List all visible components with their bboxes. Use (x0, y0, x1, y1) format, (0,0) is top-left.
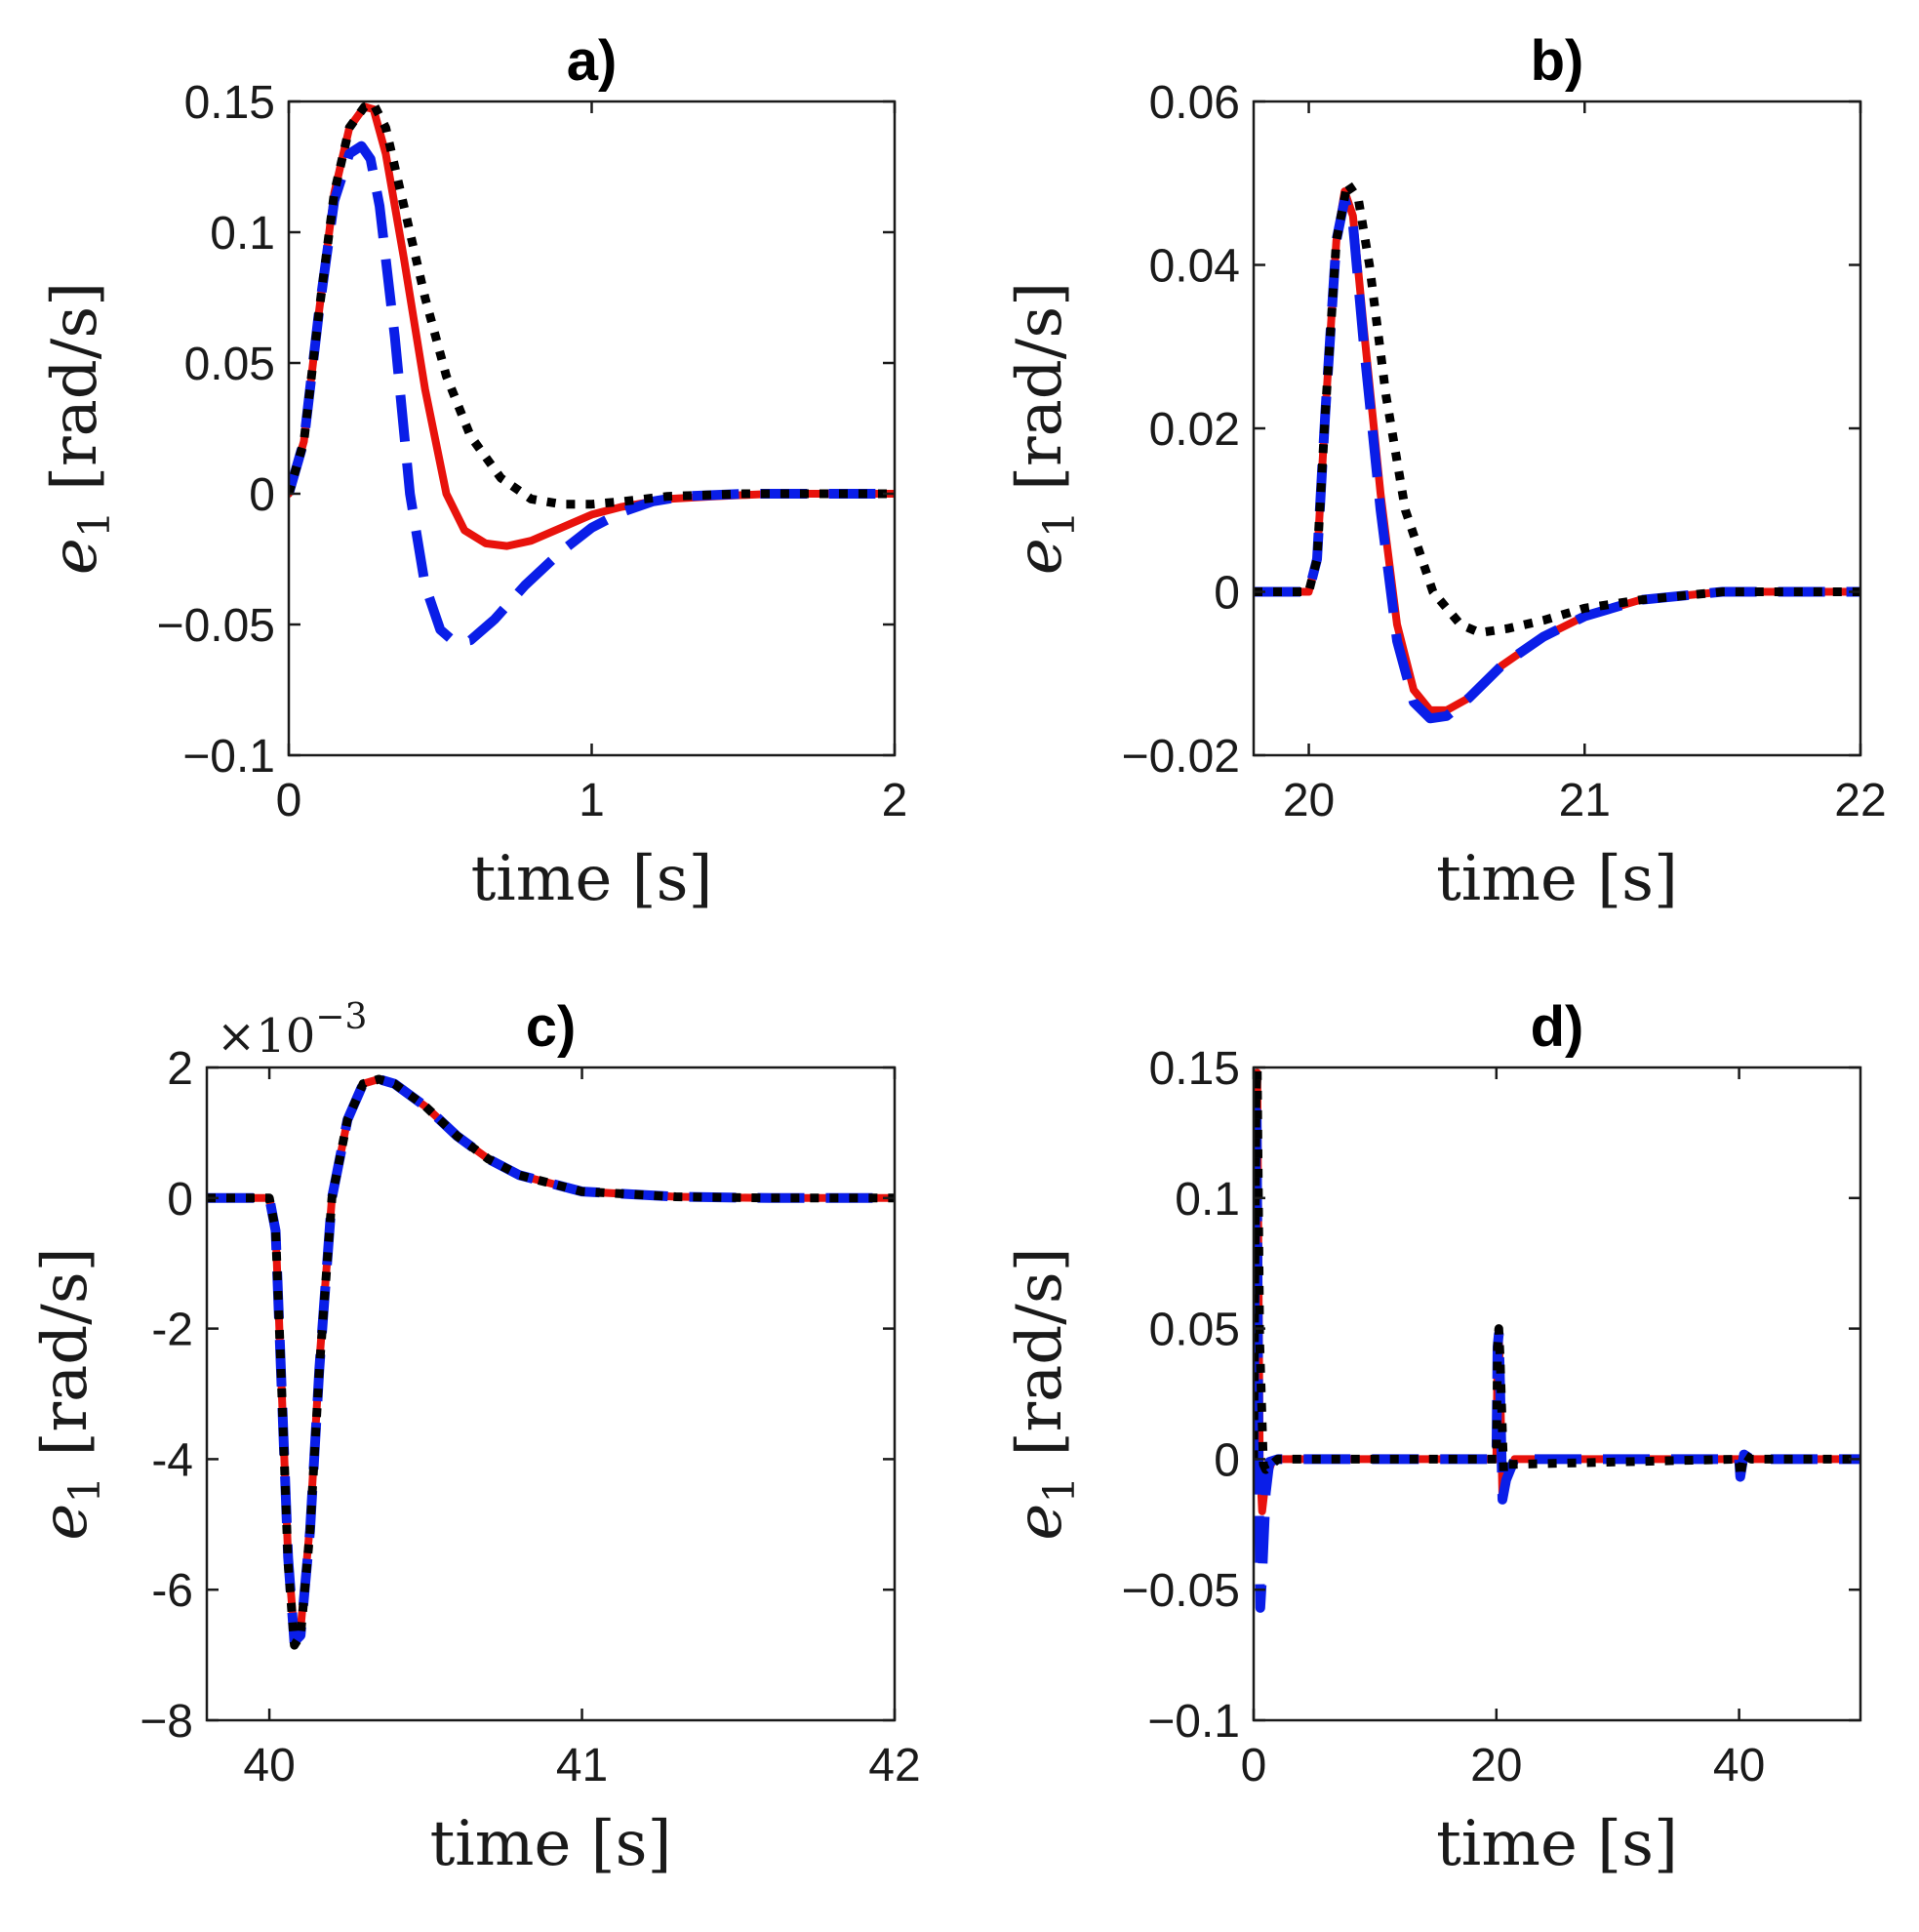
y-tick-label: 0.02 (1149, 404, 1240, 456)
x-tick-label: 20 (1283, 775, 1335, 826)
x-tick-label: 20 (1470, 1740, 1522, 1791)
y-tick-label: -2 (151, 1305, 193, 1356)
y-tick-label: 0.15 (1149, 1043, 1240, 1095)
x-tick-label: 42 (868, 1740, 920, 1791)
series-line-dotted (1254, 1067, 1860, 1482)
y-tick-label: 0.1 (1175, 1174, 1240, 1226)
panel-title: d) (1531, 995, 1584, 1059)
y-tick-label: −0.02 (1122, 731, 1240, 783)
series-group (1254, 1067, 1860, 1613)
y-tick-label: 0.15 (184, 77, 275, 129)
panel-b: 20 21 22 −0.02 0 0.02 0.04 0.06 b) time [s] e1 [ra… (1004, 29, 1887, 915)
x-tick-label: 40 (243, 1740, 295, 1791)
panel-title: a) (567, 29, 618, 93)
x-tick-label: 2 (882, 775, 908, 826)
y-tick-label: -6 (151, 1565, 193, 1617)
y-axis-label: e1 [rad/s] (29, 1247, 110, 1540)
y-axis-label: e1 [rad/s] (39, 282, 120, 575)
series-group (289, 101, 895, 648)
y-exponent-label: ×10−3 (217, 997, 367, 1064)
panel-title: c) (526, 995, 577, 1059)
y-tick-label: −0.1 (182, 731, 275, 783)
x-axis-label: time [s] (1436, 1808, 1678, 1880)
y-tick-label: −8 (140, 1696, 193, 1748)
x-axis-label: time [s] (471, 843, 713, 915)
y-axis-label: e1 [rad/s] (1004, 282, 1085, 575)
y-tick-label: 0 (167, 1174, 193, 1226)
y-tick-label: −0.05 (1122, 1565, 1240, 1617)
x-axis-label: time [s] (430, 1808, 672, 1880)
series-line-dotted (289, 101, 895, 509)
series-line-solid (289, 102, 895, 550)
y-tick-label: −0.05 (157, 600, 275, 652)
series-line-dotted (1254, 179, 1860, 637)
y-tick-label: 0.04 (1149, 241, 1240, 293)
series-line-solid (1254, 1068, 1860, 1515)
y-axis-label: e1 [rad/s] (1004, 1247, 1085, 1540)
y-tick-label: 0.05 (184, 339, 275, 390)
y-tick-label: 0.05 (1149, 1305, 1240, 1356)
series-line-dashed (1254, 1107, 1860, 1613)
y-tick-label: 0 (1214, 1434, 1240, 1486)
series-group (1254, 179, 1860, 724)
x-axis-label: time [s] (1436, 843, 1678, 915)
x-tick-label: 0 (276, 775, 302, 826)
panel-title: b) (1531, 29, 1584, 93)
plot-frame (1252, 1066, 1862, 1722)
y-tick-label: −0.1 (1147, 1696, 1240, 1748)
y-tick-label: 0 (249, 469, 275, 521)
y-tick-label: -4 (151, 1434, 193, 1486)
series-line-dashed (1254, 194, 1860, 724)
panel-a: 0 1 2 −0.1 −0.05 0 0.05 0.1 0.15 a) time [s] e1 [ra… (39, 29, 907, 915)
y-tick-label: 0 (1214, 568, 1240, 620)
x-tick-label: 21 (1559, 775, 1611, 826)
x-tick-label: 22 (1834, 775, 1886, 826)
panel-d: 0 20 40 −0.1 −0.05 0 0.05 0.1 0.15 d) time [s] e1 [… (1004, 995, 1862, 1880)
series-line-dotted (207, 1074, 895, 1650)
series-line-dashed (289, 141, 895, 648)
x-tick-label: 0 (1241, 1740, 1267, 1791)
y-tick-label: 0.1 (210, 208, 275, 260)
x-tick-label: 41 (556, 1740, 608, 1791)
x-tick-label: 40 (1713, 1740, 1765, 1791)
plot-frame (205, 1066, 897, 1722)
y-tick-label: 2 (167, 1043, 193, 1095)
panel-c: 40 41 42 −8 -6 -4 -2 0 2 c) time [s] e1 [rad/s] ×10−… (29, 995, 921, 1880)
series-group (207, 1074, 895, 1650)
x-tick-label: 1 (579, 775, 605, 826)
y-tick-label: 0.06 (1149, 77, 1240, 129)
